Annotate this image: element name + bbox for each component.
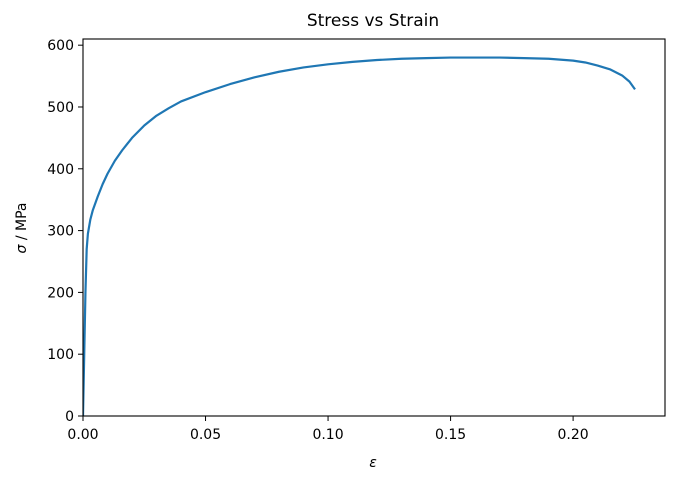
x-tick-label: 0.20 <box>558 427 589 443</box>
series-line-0 <box>83 56 636 416</box>
y-tick-label: 200 <box>47 285 74 301</box>
x-tick-label: 0.15 <box>435 427 466 443</box>
y-tick-label: 0 <box>65 409 74 425</box>
y-axis-label-unit: / MPa <box>14 203 30 245</box>
x-tick-label: 0.05 <box>190 427 221 443</box>
y-tick-label: 100 <box>47 347 74 363</box>
y-axis-label-symbol: σ <box>14 243 30 253</box>
y-axis-label: σ / MPa <box>14 203 30 254</box>
chart-title: Stress vs Strain <box>307 11 439 31</box>
y-tick-label: 500 <box>47 100 74 116</box>
x-tick-label: 0.00 <box>67 427 98 443</box>
y-tick-label: 400 <box>47 162 74 178</box>
x-axis-label: ε <box>369 455 377 471</box>
plot-frame <box>82 38 666 417</box>
y-tick-label: 600 <box>47 38 74 54</box>
x-tick-label: 0.10 <box>312 427 343 443</box>
y-tick-label: 300 <box>47 224 74 240</box>
plot-area: 0.00 0.05 0.10 0.15 0.20 0 100 200 300 400 500 600 <box>47 38 666 443</box>
